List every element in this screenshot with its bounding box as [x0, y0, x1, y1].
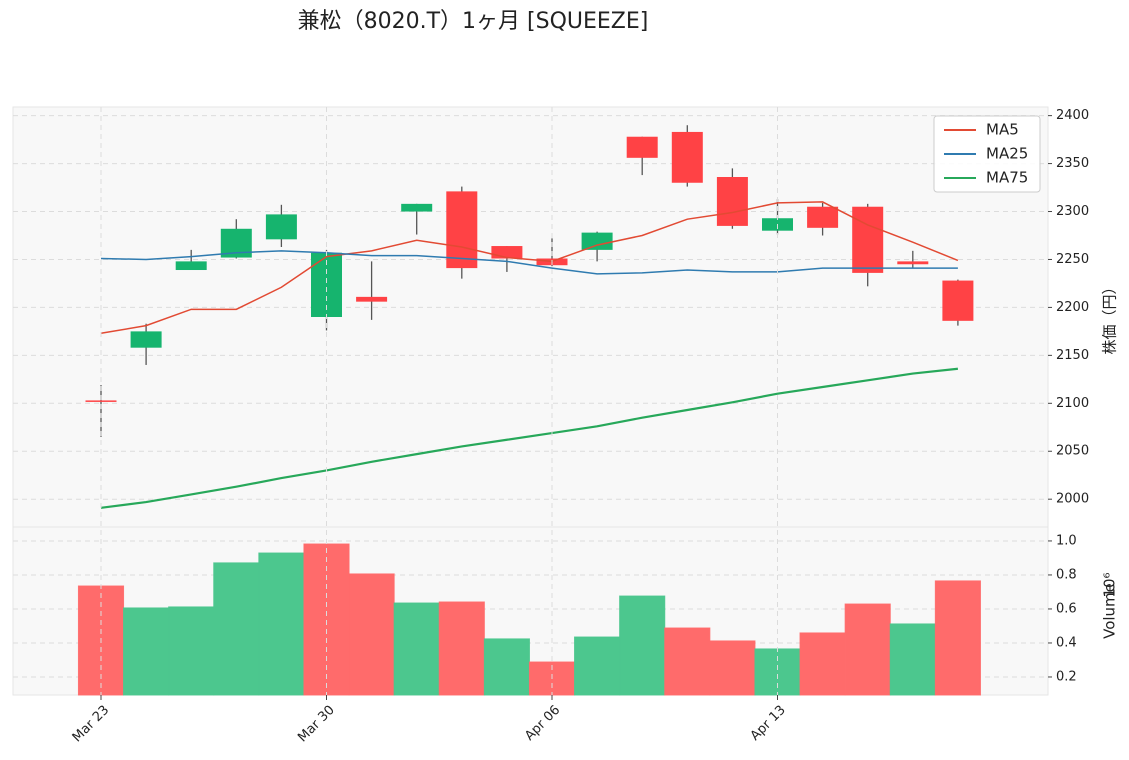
candle-body [265, 214, 297, 240]
candle-body [130, 331, 162, 348]
y-tick-label: 0.4 [1056, 635, 1077, 650]
y-tick-label: 2150 [1056, 348, 1089, 363]
volume-bar [889, 623, 936, 696]
ma-line [100, 250, 958, 275]
ma-line [100, 201, 959, 335]
candle-body [85, 400, 117, 402]
legend-box [933, 115, 1041, 193]
legend-label: MA5 [986, 121, 1019, 139]
volume-bar [754, 648, 801, 696]
candle-body [401, 203, 433, 212]
y-tick-label: 2250 [1056, 252, 1089, 267]
volume-bar [213, 562, 260, 696]
y-tick-label: 2000 [1056, 492, 1089, 507]
x-tick-label: Apr 13 [748, 703, 789, 744]
volume-bar [483, 638, 530, 696]
candle-body [356, 296, 388, 302]
x-tick-label: Mar 30 [295, 703, 338, 746]
y-tick-label: 2300 [1056, 204, 1089, 219]
ma-line [100, 367, 959, 509]
volume-bar [844, 603, 891, 696]
volume-bar [258, 552, 305, 696]
volume-bar [934, 580, 981, 696]
volume-bar [123, 607, 170, 696]
volume-bar [348, 573, 395, 696]
y-tick-label: 0.6 [1056, 601, 1077, 616]
legend-label: MA75 [986, 169, 1028, 187]
y-tick-label: 1.0 [1056, 533, 1077, 548]
legend-label: MA25 [986, 145, 1028, 163]
y-tick-label: 2050 [1056, 444, 1089, 459]
chart-title: 兼松（8020.T）1ヶ月 [SQUEEZE] [298, 9, 649, 34]
candle-body [897, 261, 929, 265]
volume-bar [664, 627, 711, 696]
candle-body [626, 136, 658, 158]
y-axis-label: Volume [1101, 583, 1119, 639]
volume-bar [709, 640, 756, 696]
y-tick-label: 0.8 [1056, 567, 1077, 582]
y-tick-label: 2350 [1056, 156, 1089, 171]
volume-bar [574, 636, 621, 696]
volume-bar [168, 606, 215, 696]
volume-bar [619, 595, 666, 696]
x-tick-label: Apr 06 [522, 703, 563, 744]
y-scale-label: 10⁶ [1101, 572, 1119, 597]
candle-body [807, 206, 839, 228]
candle-body [175, 261, 207, 271]
candle-body [491, 246, 523, 259]
candle-body [852, 206, 884, 273]
volume-bar [393, 602, 440, 696]
volume-bar [799, 632, 846, 696]
y-tick-label: 2400 [1056, 108, 1089, 123]
y-tick-label: 2100 [1056, 396, 1089, 411]
candle-body [942, 280, 974, 321]
candle-body [446, 191, 478, 269]
x-tick-label: Mar 23 [70, 703, 113, 746]
candle-body [716, 177, 748, 226]
y-tick-label: 0.2 [1056, 669, 1077, 684]
y-tick-label: 2200 [1056, 300, 1089, 315]
plot-background [12, 106, 1049, 696]
volume-bar [438, 601, 485, 696]
y-axis-label: 株価（円） [1101, 279, 1119, 354]
candle-body [671, 131, 703, 183]
candle-body [581, 232, 613, 250]
